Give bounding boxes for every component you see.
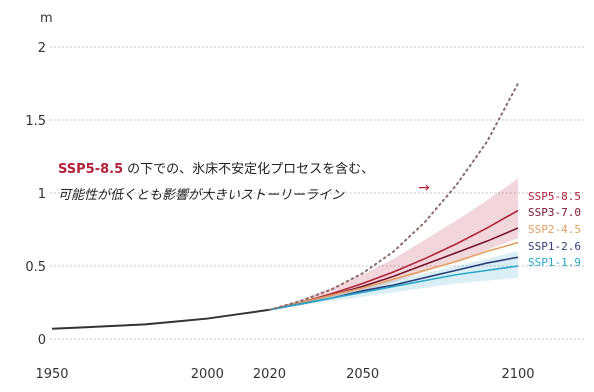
y-tick-label: 2 [38, 41, 46, 56]
legend-entry: SSP1-1.9 [528, 256, 581, 269]
x-tick-label: 1950 [35, 367, 68, 382]
y-tick-label: 0.5 [25, 260, 46, 275]
x-tick-label: 2000 [191, 367, 224, 382]
annotation-line2: 可能性が低くとも影響が大きいストーリーライン [58, 187, 345, 203]
x-tick-label: 2100 [501, 367, 534, 382]
grid-lines [50, 46, 585, 340]
x-tick-label: 2050 [346, 367, 379, 382]
legend-entry: SSP3-7.0 [528, 206, 581, 219]
legend-entry: SSP5-8.5 [528, 190, 581, 203]
storyline-dashed-line [268, 82, 519, 311]
axes: 2 1.5 1 0.5 0 1950 2000 2020 2050 2100 [25, 41, 534, 382]
annotation-line1-rest: の下での、氷床不安定化プロセスを含む、 [127, 161, 374, 177]
y-tick-label: 1 [38, 187, 46, 202]
uncertainty-bands [269, 178, 518, 310]
legend: SSP5-8.5 SSP3-7.0 SSP2-4.5 SSP1-2.6 SSP1-1.9 [528, 190, 581, 269]
y-tick-label: 0 [38, 333, 46, 348]
annotation-line1: SSP5-8.5 の下での、氷床不安定化プロセスを含む、 [58, 161, 374, 177]
uncertainty-band [269, 251, 518, 310]
unit-label: m [40, 11, 53, 26]
legend-entry: SSP1-2.6 [528, 240, 581, 253]
projection-line [269, 241, 519, 311]
legend-entry: SSP2-4.5 [528, 223, 581, 236]
annotation-highlight: SSP5-8.5 [58, 162, 123, 177]
annotation-arrow: → [418, 180, 430, 196]
uncertainty-band [269, 178, 518, 310]
projection-line [269, 265, 519, 311]
x-tick-label: 2020 [253, 367, 286, 382]
observed-line [51, 308, 270, 330]
series-lines [51, 82, 519, 330]
y-tick-label: 1.5 [25, 114, 46, 129]
